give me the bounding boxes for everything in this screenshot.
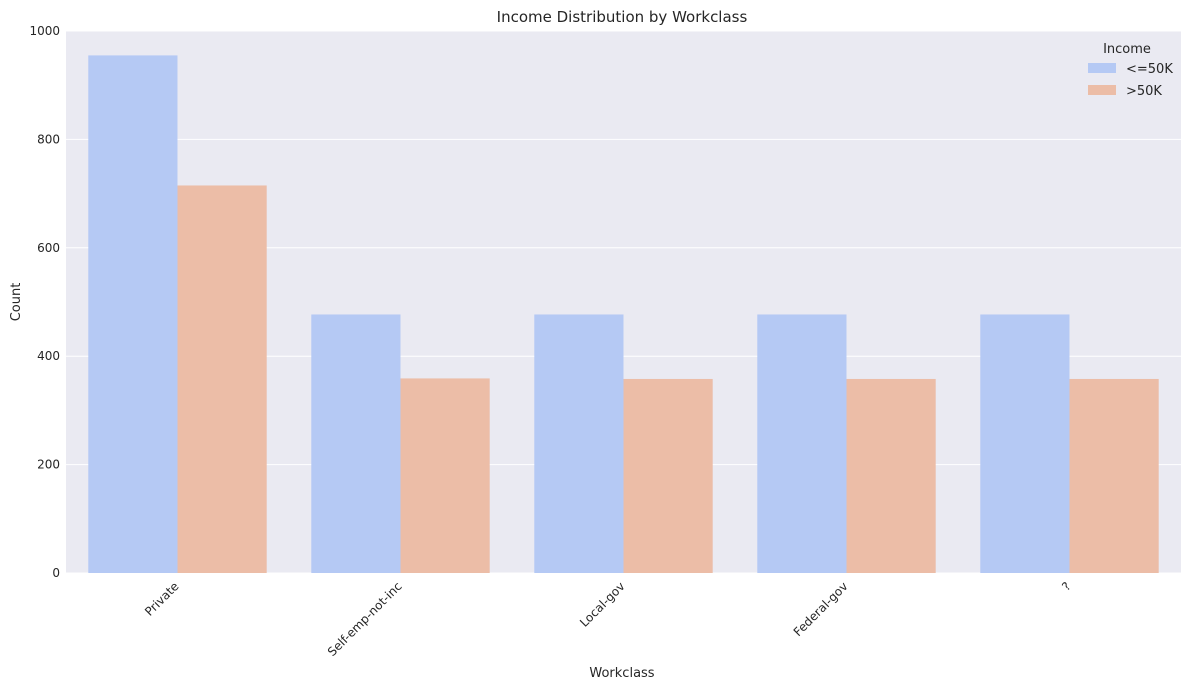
legend-swatch-gt50k — [1088, 85, 1116, 95]
bar-gt50k — [400, 378, 490, 573]
y-tick-labels: 0 200 400 600 800 1000 — [29, 24, 60, 580]
legend-title: Income — [1103, 42, 1151, 57]
x-tick-label: Federal-gov — [791, 579, 851, 639]
y-tick-label: 200 — [37, 458, 60, 472]
x-tick-label: Self-emp-not-inc — [325, 579, 405, 659]
y-tick-label: 0 — [52, 566, 60, 580]
legend-label-le50k: <=50K — [1126, 62, 1173, 77]
y-tick-label: 400 — [37, 349, 60, 363]
x-axis-label: Workclass — [589, 666, 654, 681]
bar-gt50k — [846, 378, 936, 573]
y-axis-label: Count — [9, 283, 24, 322]
y-tick-label: 600 — [37, 241, 60, 255]
legend: Income <=50K >50K — [1088, 42, 1173, 99]
bar-le50k — [980, 314, 1070, 573]
x-tick-label: Local-gov — [577, 579, 628, 630]
bar-gt50k — [1069, 378, 1159, 573]
bar-le50k — [88, 55, 178, 573]
bar-le50k — [534, 314, 624, 573]
bar-gt50k — [177, 185, 267, 573]
y-tick-label: 1000 — [29, 24, 60, 38]
x-tick-label: Private — [142, 579, 181, 618]
bars — [88, 55, 1159, 573]
legend-swatch-le50k — [1088, 63, 1116, 73]
x-tick-labels: Private Self-emp-not-inc Local-gov Federal-… — [142, 579, 1073, 659]
bar-le50k — [311, 314, 401, 573]
x-tick-label: ? — [1059, 579, 1073, 593]
legend-label-gt50k: >50K — [1126, 84, 1162, 99]
y-tick-label: 800 — [37, 132, 60, 146]
chart-title: Income Distribution by Workclass — [497, 8, 748, 26]
bar-le50k — [757, 314, 847, 573]
bar-gt50k — [623, 378, 713, 573]
